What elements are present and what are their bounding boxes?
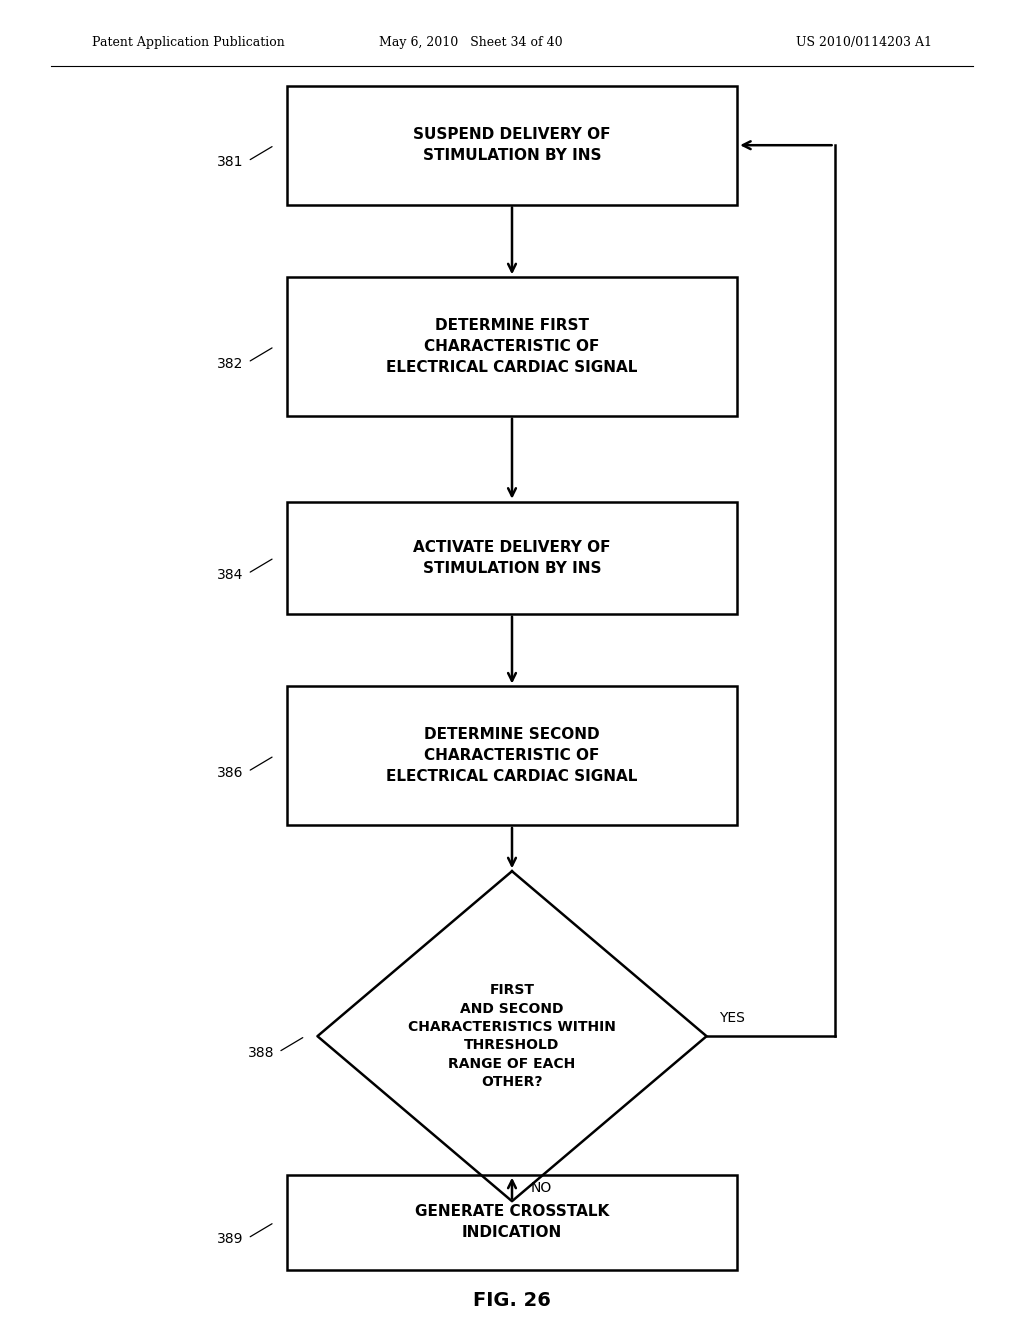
Text: 384: 384 bbox=[217, 568, 244, 582]
Text: YES: YES bbox=[719, 1011, 744, 1024]
Text: NO: NO bbox=[530, 1181, 552, 1195]
Text: FIG. 26: FIG. 26 bbox=[473, 1291, 551, 1309]
FancyBboxPatch shape bbox=[287, 502, 737, 614]
Text: DETERMINE FIRST
CHARACTERISTIC OF
ELECTRICAL CARDIAC SIGNAL: DETERMINE FIRST CHARACTERISTIC OF ELECTR… bbox=[386, 318, 638, 375]
Text: US 2010/0114203 A1: US 2010/0114203 A1 bbox=[796, 36, 932, 49]
Text: FIRST
AND SECOND
CHARACTERISTICS WITHIN
THRESHOLD
RANGE OF EACH
OTHER?: FIRST AND SECOND CHARACTERISTICS WITHIN … bbox=[408, 983, 616, 1089]
Polygon shape bbox=[317, 871, 707, 1201]
Text: 389: 389 bbox=[217, 1233, 244, 1246]
Text: 386: 386 bbox=[217, 766, 244, 780]
Text: May 6, 2010   Sheet 34 of 40: May 6, 2010 Sheet 34 of 40 bbox=[379, 36, 563, 49]
Text: 382: 382 bbox=[217, 356, 244, 371]
Text: 388: 388 bbox=[248, 1047, 274, 1060]
FancyBboxPatch shape bbox=[287, 686, 737, 825]
Text: 381: 381 bbox=[217, 156, 244, 169]
Text: Patent Application Publication: Patent Application Publication bbox=[92, 36, 285, 49]
FancyBboxPatch shape bbox=[287, 277, 737, 416]
Text: ACTIVATE DELIVERY OF
STIMULATION BY INS: ACTIVATE DELIVERY OF STIMULATION BY INS bbox=[414, 540, 610, 576]
FancyBboxPatch shape bbox=[287, 1175, 737, 1270]
Text: DETERMINE SECOND
CHARACTERISTIC OF
ELECTRICAL CARDIAC SIGNAL: DETERMINE SECOND CHARACTERISTIC OF ELECT… bbox=[386, 727, 638, 784]
Text: GENERATE CROSSTALK
INDICATION: GENERATE CROSSTALK INDICATION bbox=[415, 1204, 609, 1241]
Text: SUSPEND DELIVERY OF
STIMULATION BY INS: SUSPEND DELIVERY OF STIMULATION BY INS bbox=[414, 127, 610, 164]
FancyBboxPatch shape bbox=[287, 86, 737, 205]
